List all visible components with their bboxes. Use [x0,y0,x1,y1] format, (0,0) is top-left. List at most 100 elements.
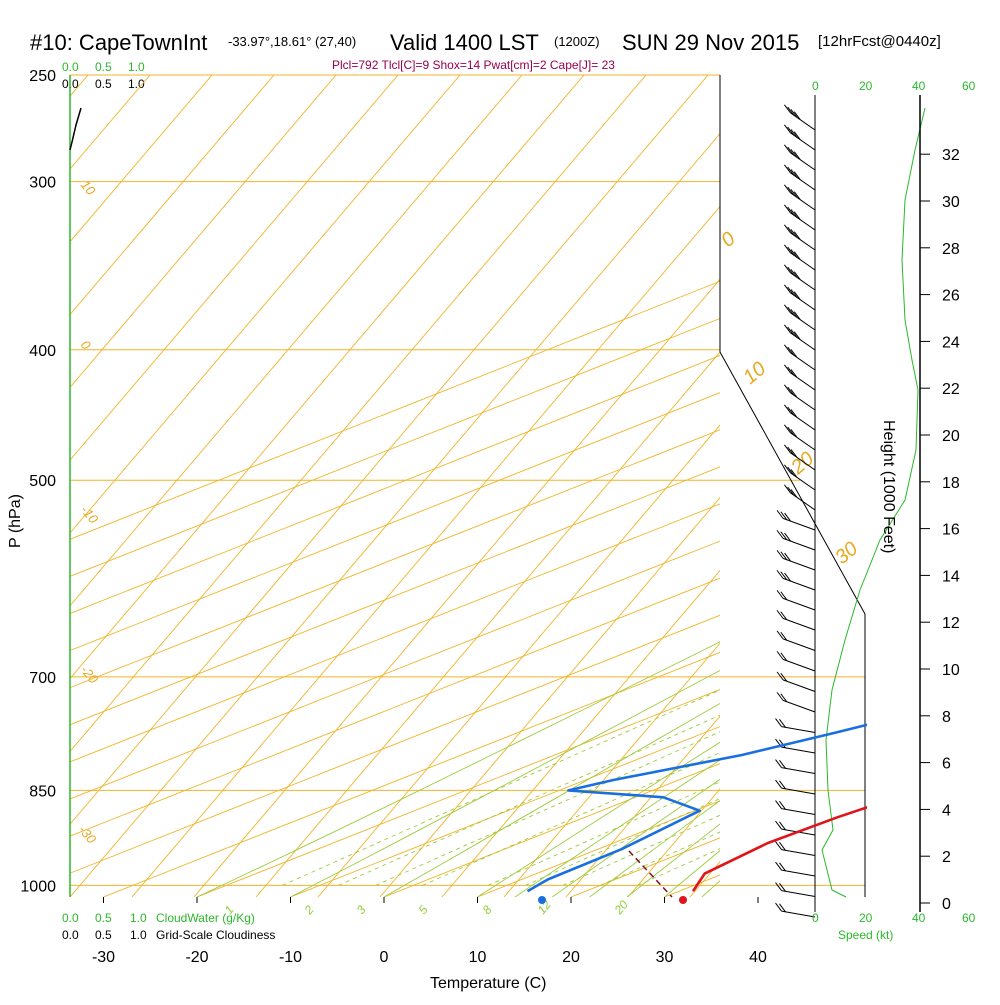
moist-adiabat-line [627,98,1000,897]
wind-barb [784,185,815,210]
isotherm-label: 0 [78,337,95,353]
bottom-green-scale-1: 0.5 [95,911,112,925]
wind-barb-staff [790,433,815,450]
wind-barb-staff [790,153,815,170]
top-black-scale-1: 0.5 [95,77,112,91]
wind-barb [776,883,815,897]
wind-barb-staff [790,373,815,390]
dry-adiabat-line [0,75,150,897]
wind-barb [777,631,815,651]
thermo-grid [0,75,1000,897]
temperature-tick-20: 20 [562,949,580,966]
temperature-profile [693,109,1000,891]
wind-barb-staff [783,578,815,590]
wind-barb-staff [790,353,815,370]
wind-barb-flag [777,530,783,538]
wind-barb-staff [783,639,815,651]
wind-barb-flag [779,904,785,912]
temperature-tick--10: -10 [279,949,302,966]
temperature-axis-title: Temperature (C) [430,975,546,992]
wind-barb [784,405,815,430]
surface-temperature-marker [679,896,687,904]
wind-barb [784,305,815,330]
wind-barb [777,590,815,610]
mixing-ratio-label: 2 [301,903,317,918]
wind-barb [784,205,815,230]
wind-barb-flag [776,801,782,809]
wind-barb-staff [790,273,815,290]
isotherm-label: -10 [78,502,102,527]
dry-adiabat-line [256,75,956,897]
wind-barb-flag [777,570,783,578]
pressure-tick-1000: 1000 [20,878,56,895]
mixing-ratio-line [488,350,1000,886]
wind-barb [777,570,815,590]
height-tick-30: 30 [942,194,960,211]
height-tick-18: 18 [942,475,960,492]
isotherm-label: 10 [78,177,99,198]
wind-barb-staff [782,727,815,733]
wind-barb [784,145,815,170]
wind-barb-staff [790,213,815,230]
dry-adiabat-label: 30 [831,538,862,569]
moist-adiabat-line [197,98,1000,897]
wind-barb-flag [779,842,785,850]
wind-barb-flag [777,631,783,639]
dry-adiabat-line [814,75,1000,897]
wind-barb [777,692,815,712]
mixing-ratio-line [423,350,1000,886]
speed-bottom-tick-1: 20 [859,911,873,925]
speed-profile-line [822,108,925,897]
dry-adiabat-line [380,75,1000,897]
bottom-green-scale-0: 0.0 [62,911,79,925]
dry-adiabat-line [0,75,398,897]
isotherm-line [478,75,1000,897]
wind-barb-flag [776,842,782,850]
wind-barb [784,425,815,450]
zulu-time: (1200Z) [554,34,600,49]
mixing-ratio-line [563,350,1000,886]
isotherm-line [10,75,1000,897]
wind-barb [776,862,815,876]
wind-barb-flag [776,760,782,768]
wind-barb-flag [779,719,785,727]
wind-barb [777,550,815,570]
dry-adiabat-line [70,75,770,897]
wind-barb [784,365,815,390]
height-tick-8: 8 [942,709,951,726]
pressure-tick-500: 500 [29,473,56,490]
wind-barb-flag [779,883,785,891]
cloudiness-profile [70,108,81,150]
dry-adiabat-line [752,75,1000,897]
bottom-black-scale-0: 0.0 [62,928,79,942]
wind-barb-flag [779,781,785,789]
dry-adiabat-line [0,75,26,897]
valid-time: Valid 1400 LST [390,30,539,55]
wind-barb-staff [790,113,815,130]
wind-barb-flag [779,863,785,871]
wind-barb-staff [790,133,815,150]
dry-adiabat-line [194,75,894,897]
wind-barb-staff [782,870,815,876]
wind-barb [777,530,815,550]
wind-barb-flag [777,672,783,680]
wind-barb [777,651,815,671]
isotherm-line [0,75,1000,897]
moist-adiabat-line [665,98,1000,897]
cloudwater-label: CloudWater (g/Kg) [156,911,255,925]
cloudiness-label: Grid-Scale Cloudiness [156,928,275,942]
mixing-ratio-label: 5 [416,903,431,917]
pressure-tick-250: 250 [29,68,56,85]
dry-adiabat-line [0,75,522,897]
temperature-tick-40: 40 [749,949,767,966]
temperature-tick-30: 30 [656,949,674,966]
wind-barb [784,485,815,510]
wind-barb-staff [782,809,815,815]
wind-barb-flag [776,780,782,788]
speed-top-tick-2: 40 [912,79,926,93]
wind-barb-flag [777,590,783,598]
wind-barb [777,610,815,630]
stability-params: Plcl=792 Tlcl[C]=9 Shox=14 Pwat[cm]=2 Ca… [332,58,615,72]
